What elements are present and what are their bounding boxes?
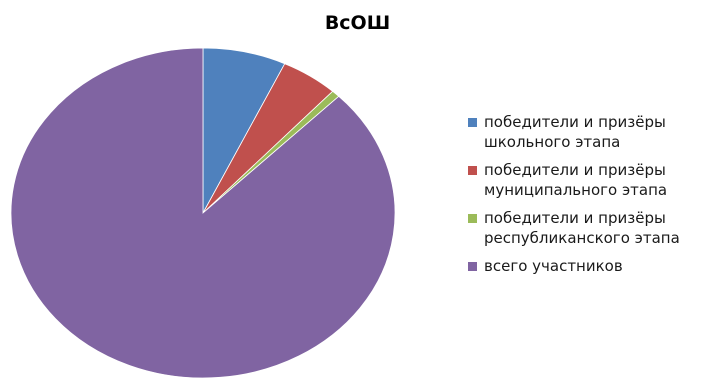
legend-item: победители и призёры школьного этапа	[468, 112, 708, 152]
pie-slice	[10, 47, 396, 378]
legend-label: победители и призёры республиканского эт…	[484, 209, 680, 247]
legend-item: победители и призёры муниципального этап…	[468, 160, 708, 200]
legend-swatch	[468, 118, 477, 127]
legend-swatch	[468, 262, 477, 271]
chart-title: ВсОШ	[324, 12, 391, 34]
legend-label: всего участников	[484, 257, 623, 275]
chart-legend: победители и призёры школьного этапа поб…	[468, 112, 708, 284]
legend-item: победители и призёры республиканского эт…	[468, 208, 708, 248]
legend-label: победители и призёры школьного этапа	[484, 113, 666, 151]
legend-swatch	[468, 166, 477, 175]
legend-swatch	[468, 214, 477, 223]
legend-label: победители и призёры муниципального этап…	[484, 161, 668, 199]
legend-item: всего участников	[468, 256, 708, 276]
